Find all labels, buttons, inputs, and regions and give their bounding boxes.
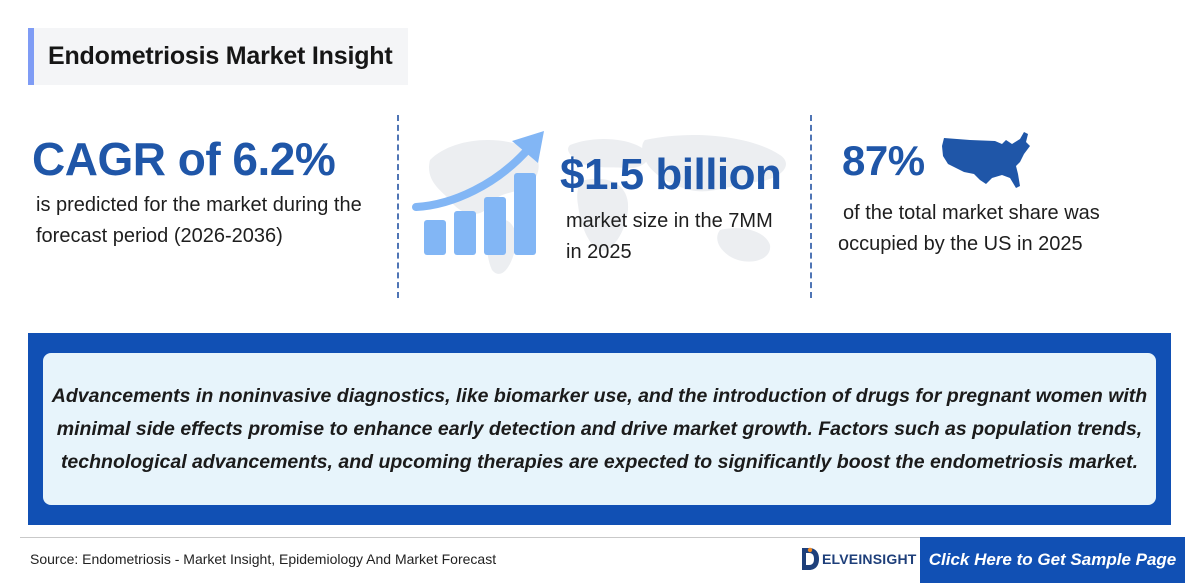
summary-line2: minimal side effects promise to enhance … [56,417,1143,440]
logo-text: ELVEINSIGHT [822,551,917,567]
delveinsight-logo[interactable]: ELVEINSIGHT [800,546,917,572]
delveinsight-logo-icon [802,547,819,570]
page-title: Endometriosis Market Insight [48,42,393,70]
market-size-description: market size in the 7MM in 2025 [566,206,806,268]
dashed-divider-right [810,115,812,298]
title-box: Endometriosis Market Insight [28,28,408,85]
market-size-value: $1.5 billion [560,150,782,199]
cagr-description: is predicted for the market during the f… [32,190,392,252]
summary-line1: Advancements in noninvasive diagnostics,… [51,384,1148,407]
us-map-icon [942,132,1030,188]
dashed-divider-left [397,115,399,298]
us-share-value: 87% [842,137,925,184]
cagr-desc-line2: forecast period (2026-2036) [36,225,283,247]
summary-panel: Advancements in noninvasive diagnostics,… [43,353,1156,505]
cagr-stat: CAGR of 6.2% is predicted for the market… [32,136,392,252]
us-share-desc-line2: occupied by the US in 2025 [838,233,1083,255]
get-sample-page-button[interactable]: Click Here to Get Sample Page [920,537,1185,583]
us-share-description: of the total market share was occupied b… [838,198,1158,260]
summary-text: Advancements in noninvasive diagnostics,… [52,380,1147,479]
growth-chart-icon [412,131,544,255]
footer-divider [20,537,1180,538]
summary-banner: Advancements in noninvasive diagnostics,… [28,333,1171,525]
market-size-desc-line1: market size in the 7MM [566,210,773,232]
us-share-desc-line1: of the total market share was [843,202,1100,224]
source-note: Source: Endometriosis - Market Insight, … [30,551,497,567]
cagr-desc-line1: is predicted for the market during the [36,194,362,216]
market-size-desc-line2: in 2025 [566,241,632,263]
summary-line3: technological advancements, and upcoming… [60,450,1139,473]
cagr-value: CAGR of 6.2% [32,133,336,185]
